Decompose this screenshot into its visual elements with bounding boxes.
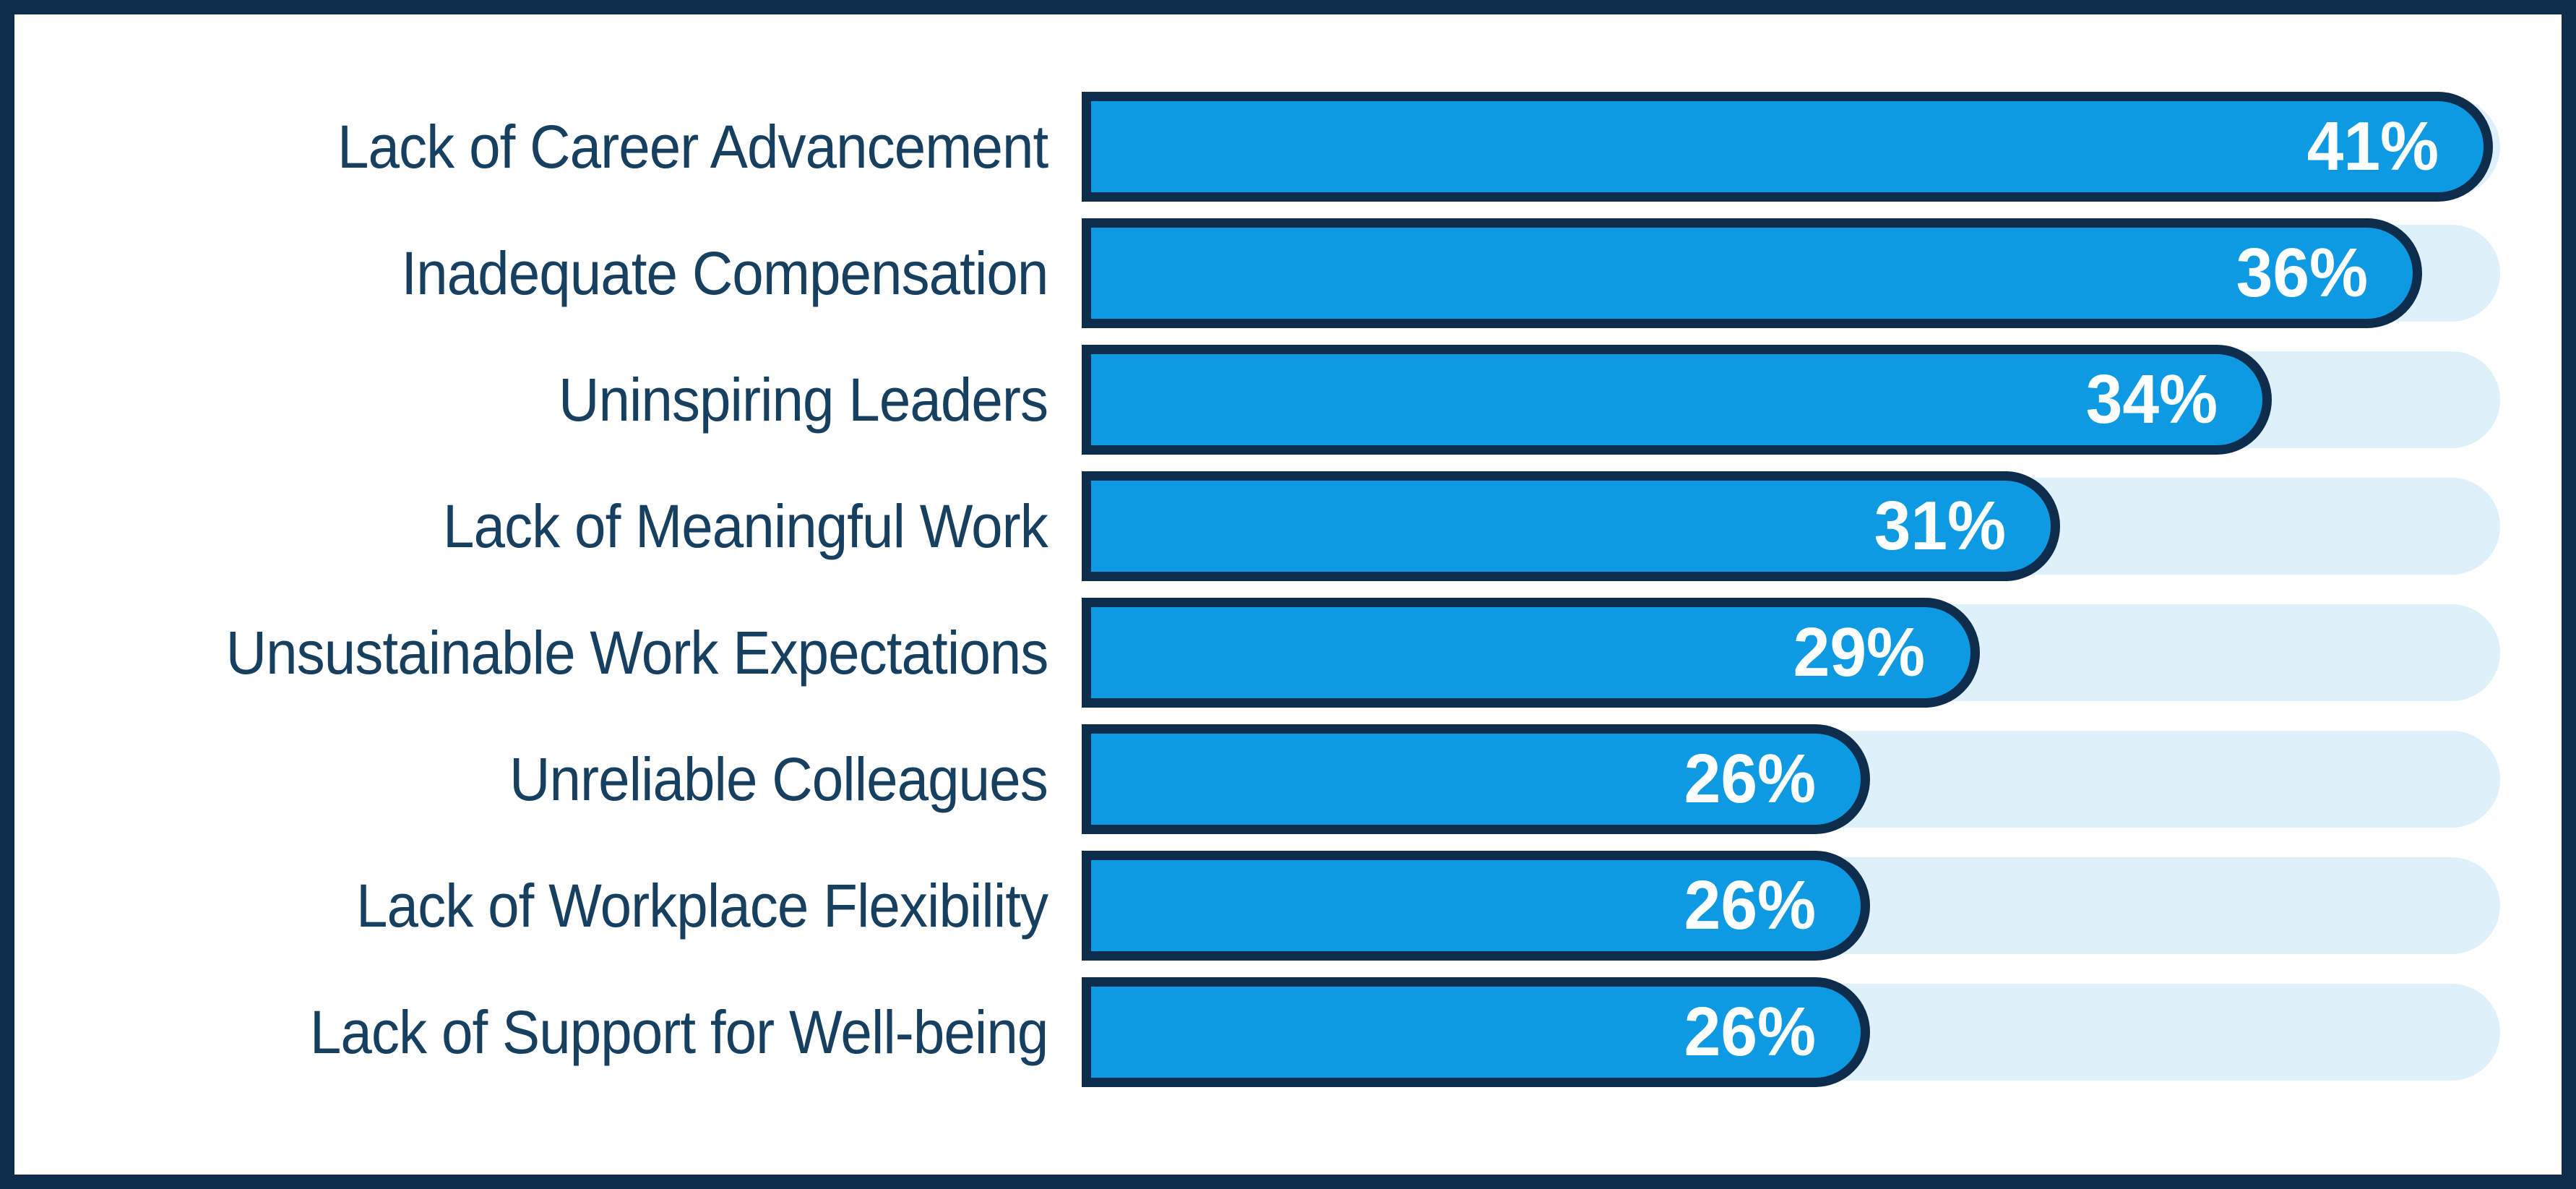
value-label: 34% — [2085, 361, 2218, 438]
value-label: 26% — [1684, 740, 1817, 817]
bar-area: 26% — [1082, 851, 2500, 961]
bar-area: 34% — [1082, 345, 2500, 455]
bar: 36% — [1082, 218, 2423, 328]
bar-area: 26% — [1082, 977, 2500, 1087]
chart-row: Inadequate Compensation 36% — [29, 218, 2562, 328]
bar: 26% — [1082, 977, 1871, 1087]
chart-row: Uninspiring Leaders 34% — [29, 345, 2562, 455]
chart-row: Lack of Meaningful Work 31% — [29, 471, 2562, 581]
value-label: 41% — [2306, 108, 2439, 185]
value-label: 26% — [1684, 867, 1817, 944]
value-label: 29% — [1793, 614, 1926, 691]
chart-row: Unsustainable Work Expectations 29% — [29, 598, 2562, 708]
chart-row: Lack of Career Advancement 41% — [29, 92, 2562, 202]
value-label: 36% — [2236, 234, 2369, 312]
bar-area: 29% — [1082, 598, 2500, 708]
bar: 34% — [1082, 345, 2272, 455]
value-label: 31% — [1874, 487, 2007, 565]
bar-area: 41% — [1082, 92, 2500, 202]
bar: 41% — [1082, 92, 2494, 202]
bar-area: 36% — [1082, 218, 2500, 328]
category-label-cell: Lack of Workplace Flexibility — [29, 851, 1082, 961]
category-label: Lack of Career Advancement — [337, 113, 1048, 181]
category-label: Inadequate Compensation — [400, 239, 1048, 307]
value-label: 26% — [1684, 993, 1817, 1070]
bar: 29% — [1082, 598, 1980, 708]
bar: 26% — [1082, 851, 1871, 961]
bar-area: 31% — [1082, 471, 2500, 581]
bar-chart: Lack of Career Advancement 41% Inadequat… — [29, 29, 2562, 1175]
category-label: Uninspiring Leaders — [558, 366, 1048, 434]
category-label: Lack of Meaningful Work — [443, 492, 1048, 560]
category-label-cell: Uninspiring Leaders — [29, 345, 1082, 455]
category-label-cell: Lack of Support for Well-being — [29, 977, 1082, 1087]
category-label-cell: Unsustainable Work Expectations — [29, 598, 1082, 708]
category-label: Unsustainable Work Expectations — [225, 619, 1048, 687]
chart-row: Lack of Support for Well-being 26% — [29, 977, 2562, 1087]
category-label: Lack of Support for Well-being — [309, 998, 1048, 1066]
category-label-cell: Inadequate Compensation — [29, 218, 1082, 328]
bar: 31% — [1082, 471, 2061, 581]
category-label: Lack of Workplace Flexibility — [356, 872, 1048, 940]
bar: 26% — [1082, 724, 1871, 834]
category-label-cell: Lack of Meaningful Work — [29, 471, 1082, 581]
category-label-cell: Lack of Career Advancement — [29, 92, 1082, 202]
category-label: Unreliable Colleagues — [509, 745, 1048, 813]
chart-row: Unreliable Colleagues 26% — [29, 724, 2562, 834]
category-label-cell: Unreliable Colleagues — [29, 724, 1082, 834]
chart-row: Lack of Workplace Flexibility 26% — [29, 851, 2562, 961]
bar-area: 26% — [1082, 724, 2500, 834]
